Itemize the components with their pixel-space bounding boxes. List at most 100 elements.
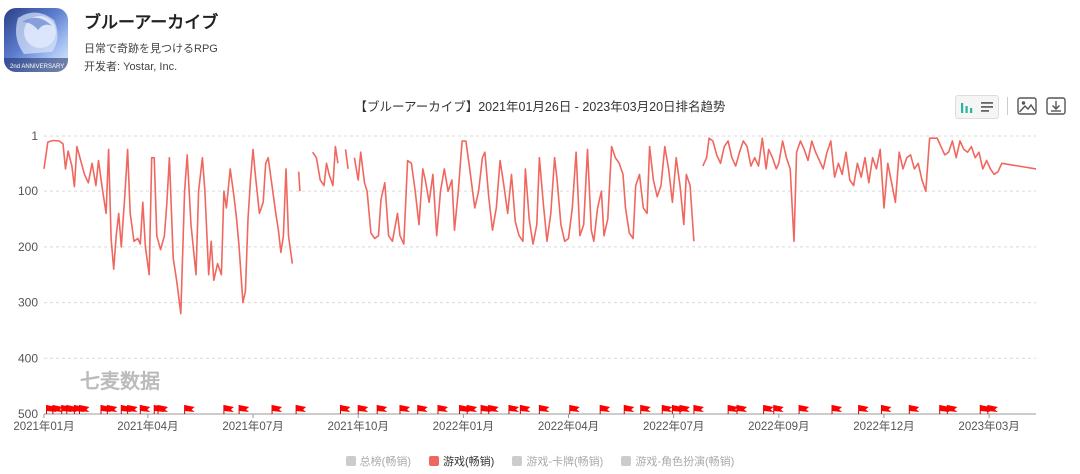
flag-icon	[909, 405, 920, 412]
flag-icon	[127, 405, 138, 412]
event-flag-marker	[78, 405, 90, 414]
y-tick-label: 500	[18, 407, 38, 421]
event-flag-marker	[679, 405, 690, 414]
series-line-segment	[43, 139, 294, 315]
bar-chart-icon[interactable]	[957, 97, 977, 117]
flag-icon	[107, 405, 118, 412]
image-icon[interactable]	[1016, 95, 1038, 117]
toolbar-divider	[1007, 97, 1008, 115]
flag-icon	[569, 405, 580, 412]
event-flag-marker	[727, 405, 739, 414]
event-flag-marker	[437, 405, 449, 414]
event-flag-marker	[763, 405, 774, 414]
event-flag-marker	[295, 405, 307, 414]
flag-icon	[296, 405, 307, 412]
flag-icon	[79, 405, 90, 412]
flag-icon	[693, 405, 704, 412]
y-tick-label: 200	[18, 240, 38, 254]
event-flag-marker	[831, 405, 843, 414]
flag-icon	[679, 405, 690, 412]
x-tick-label: 2021年01月	[13, 419, 74, 433]
legend-item[interactable]: 游戏(畅销)	[429, 453, 494, 469]
flag-icon	[539, 405, 550, 412]
legend-item[interactable]: 游戏-角色扮演(畅销)	[621, 453, 734, 469]
flag-icon	[377, 405, 388, 412]
x-axis-ticks: 2021年01月 2021年04月 2021年07月 2021年10月 2022年01月…	[13, 414, 1020, 433]
flag-icon	[400, 405, 411, 412]
legend-label: 总榜(畅销)	[359, 456, 411, 468]
event-flag-marker	[880, 405, 892, 414]
flag-icon	[272, 405, 283, 412]
event-flag-marker	[357, 405, 369, 414]
legend-swatch	[429, 456, 439, 466]
event-flag-marker	[538, 405, 550, 414]
flag-icon	[467, 405, 478, 412]
event-flag-marker	[223, 405, 234, 414]
flag-icon	[520, 405, 531, 412]
legend-label: 游戏-角色扮演(畅销)	[635, 456, 735, 468]
flag-icon	[417, 405, 428, 412]
flag-icon	[239, 405, 250, 412]
event-flag-marker	[736, 405, 748, 414]
event-flag-marker	[773, 405, 784, 414]
chart-legend: 总榜(畅销) 游戏(畅销) 游戏-卡牌(畅销) 游戏-角色扮演(畅销)	[0, 453, 1080, 469]
legend-swatch	[512, 456, 523, 466]
flag-icon	[763, 405, 774, 412]
flag-icon	[184, 405, 195, 412]
series-line-segment	[344, 149, 349, 170]
icon-text: 2nd ANNIVERSARY	[10, 64, 64, 70]
flag-icon	[158, 405, 169, 412]
event-flag-marker	[139, 405, 151, 414]
download-icon[interactable]	[1045, 95, 1067, 117]
y-tick-label: 100	[18, 184, 38, 198]
x-tick-label: 2023年03月	[958, 419, 1019, 433]
event-flag-marker	[238, 405, 250, 414]
list-icon[interactable]	[977, 97, 997, 117]
flag-icon	[488, 405, 499, 412]
event-flag-marker	[798, 405, 810, 414]
flag-icon	[987, 405, 998, 412]
app-icon: 2nd ANNIVERSARY	[4, 8, 68, 72]
x-tick-label: 2021年04月	[117, 419, 178, 433]
legend-item[interactable]: 总榜(畅销)	[345, 453, 411, 469]
event-flag-marker	[946, 405, 958, 414]
flag-icon	[600, 405, 611, 412]
legend-swatch	[345, 456, 356, 466]
y-tick-label: 300	[18, 296, 38, 310]
event-flag-marker	[640, 405, 651, 414]
x-tick-label: 2022年09月	[748, 419, 809, 433]
x-tick-label: 2022年04月	[538, 419, 599, 433]
event-flag-marker	[417, 405, 428, 414]
flag-icon	[737, 405, 748, 412]
app-title: ブルーアーカイブ	[84, 13, 219, 32]
flag-icon	[799, 405, 810, 412]
event-flag-marker	[52, 405, 63, 414]
event-flag-marker	[508, 405, 519, 414]
y-tick-label: 1	[31, 129, 38, 143]
flag-icon	[624, 405, 635, 412]
event-flag-marker	[519, 405, 531, 414]
legend-item[interactable]: 游戏-卡牌(畅销)	[512, 453, 603, 469]
event-flag-marker	[376, 405, 388, 414]
event-flag-marker	[599, 405, 611, 414]
flag-icon	[508, 405, 519, 412]
event-flag-marker	[106, 405, 118, 414]
flag-icon	[438, 405, 449, 412]
watermark: 七麦数据	[80, 369, 160, 393]
series-line-segment	[353, 140, 695, 245]
event-markers	[46, 405, 998, 414]
legend-label: 游戏(畅销)	[443, 456, 495, 468]
event-flag-marker	[858, 405, 869, 414]
y-axis-ticks: 1 100 200 300 400 500	[18, 129, 38, 421]
event-flag-marker	[569, 405, 580, 414]
flag-icon	[832, 405, 843, 412]
flag-icon	[728, 405, 739, 412]
flag-icon	[640, 405, 651, 412]
x-tick-label: 2022年12月	[853, 419, 914, 433]
x-tick-label: 2021年10月	[328, 419, 389, 433]
event-flag-marker	[987, 405, 998, 414]
event-flag-marker	[488, 405, 499, 414]
x-tick-label: 2021年07月	[222, 419, 283, 433]
app-icon-art: 2nd ANNIVERSARY	[4, 12, 68, 72]
event-flag-marker	[908, 405, 920, 414]
